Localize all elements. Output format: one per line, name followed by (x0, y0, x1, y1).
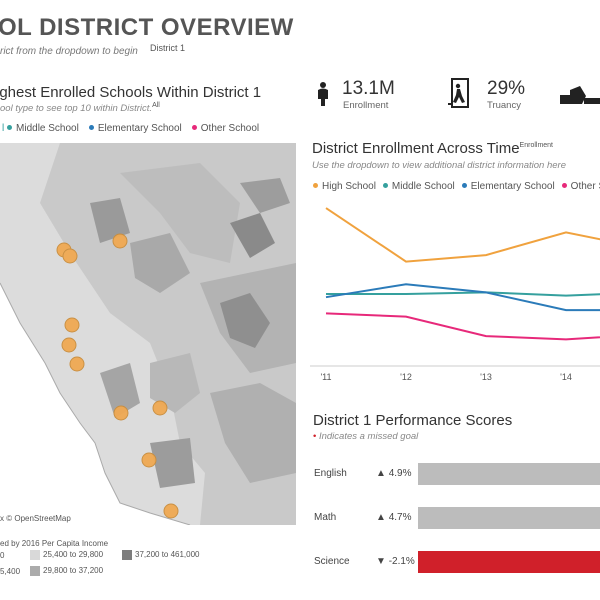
x-tick-label: '14 (560, 372, 572, 382)
income-bin: 29,800 to 37,200 (30, 566, 103, 576)
performance-row-english[interactable]: English ▲ 4.9% (314, 463, 600, 485)
dot-icon (191, 125, 197, 131)
swatch (30, 566, 40, 576)
school-marker[interactable] (69, 356, 85, 372)
x-tick-label: '11 (320, 372, 331, 382)
performance-row-science[interactable]: Science ▼ -2.1% (314, 551, 600, 573)
score-bar (418, 463, 600, 485)
subject-label: English (314, 468, 347, 479)
school-marker[interactable] (113, 405, 129, 421)
map-title: ighest Enrolled Schools Within District … (0, 84, 262, 101)
school-marker[interactable] (62, 248, 78, 264)
legend-elementary-school[interactable]: Elementary School (88, 123, 182, 134)
line-chart-subtitle: Use the dropdown to view additional dist… (312, 160, 566, 171)
delta-value: 4.7% (388, 512, 412, 523)
missed-goal-marker: • (313, 431, 317, 442)
line-chart-legend: High School Middle School Elementary Schoo… (313, 181, 600, 192)
legend-other-school[interactable]: Other School (191, 123, 260, 134)
down-arrow-icon: ▼ (376, 556, 386, 567)
x-tick-label: '13 (480, 372, 492, 382)
swatch (122, 550, 132, 560)
legend-label: Elementary School (470, 181, 555, 192)
income-bin-label: 25,400 to 29,800 (43, 550, 104, 560)
subject-label: Math (314, 512, 337, 523)
series-line-elementary-school[interactable] (325, 283, 600, 312)
legend-label: Middle School (391, 181, 455, 192)
income-bin-label: 29,800 to 37,200 (43, 566, 104, 576)
score-bar (418, 507, 600, 529)
dot-icon (461, 183, 467, 189)
income-bin: 37,200 to 461,000 (122, 550, 200, 560)
up-arrow-icon: ▲ (376, 468, 386, 479)
dot-icon (382, 183, 388, 189)
legend-elementary-school[interactable]: Elementary School (461, 181, 555, 192)
school-marker[interactable] (64, 317, 80, 333)
legend-high-school[interactable]: High School (313, 181, 376, 192)
income-bin: 5,400 (0, 567, 20, 576)
truancy-value: 29% (487, 78, 526, 99)
legend-label: High School (322, 181, 376, 192)
income-bin-label: 5,400 (0, 567, 21, 576)
school-marker[interactable] (152, 400, 168, 416)
person-icon (318, 82, 328, 106)
series-line-middle-school[interactable] (326, 291, 600, 297)
x-tick-label: '12 (400, 372, 412, 382)
legend-other-school[interactable]: Other School (561, 181, 600, 192)
income-bin-label: 0 (0, 551, 5, 560)
line-chart-title: District Enrollment Across TimeEnrollmen… (312, 140, 553, 157)
school-type-filter[interactable]: All (152, 102, 160, 109)
legend-label: Other School (200, 123, 260, 134)
income-bin: 0 (0, 551, 4, 560)
delta: ▲ 4.9% (376, 468, 411, 479)
legend-label: Middle School (16, 123, 79, 134)
dot-icon (561, 183, 567, 189)
delta-value: 4.9% (388, 468, 412, 479)
school-marker[interactable] (112, 233, 128, 249)
backpack-icon (560, 86, 600, 104)
legend-middle-school[interactable]: Middle School (382, 181, 455, 192)
subject-label: Science (314, 556, 350, 567)
map-subtitle-text: ool type to see top 10 within District. (0, 103, 153, 115)
district-map[interactable] (0, 143, 296, 525)
enrollment-line-chart[interactable]: '11'12'13'14'15 (310, 196, 600, 386)
legend-label: Elementary School (97, 123, 182, 134)
delta: ▲ 4.7% (376, 512, 411, 523)
performance-title: District 1 Performance Scores (313, 412, 513, 429)
page-title: OL DISTRICT OVERVIEW (0, 14, 294, 41)
series-line-other-school[interactable] (325, 312, 600, 341)
legend-label: Other School (570, 181, 600, 192)
page-subtitle: rict from the dropdown to begin (0, 46, 138, 57)
delta: ▼ -2.1% (376, 556, 415, 567)
delta-value: -2.1% (388, 556, 415, 567)
performance-note: • Indicates a missed goal (313, 431, 418, 442)
truancy-label: Truancy (487, 100, 521, 111)
income-bin-label: 37,200 to 461,000 (135, 550, 200, 560)
legend-middle-school[interactable]: Middle School (7, 123, 79, 134)
income-legend-title: ed by 2016 Per Capita Income (0, 539, 109, 548)
district-dropdown[interactable]: District 1 (150, 43, 186, 53)
income-bin: 25,400 to 29,800 (30, 550, 103, 560)
school-marker[interactable] (61, 337, 77, 353)
up-arrow-icon: ▲ (376, 512, 386, 523)
performance-row-math[interactable]: Math ▲ 4.7% (314, 507, 600, 529)
dot-icon (7, 125, 13, 131)
school-marker[interactable] (163, 503, 179, 519)
map-attribution[interactable]: x © OpenStreetMap (0, 514, 71, 523)
measure-selector[interactable]: Enrollment (519, 142, 554, 149)
score-bar (418, 551, 600, 573)
map-legend: l Middle School Elementary School Other Sc… (2, 123, 260, 134)
series-line-high-school[interactable] (325, 207, 600, 263)
school-marker[interactable] (141, 452, 157, 468)
dot-icon (88, 125, 94, 131)
enrollment-label: Enrollment (343, 100, 389, 111)
swatch (30, 550, 40, 560)
map-subtitle: ool type to see top 10 within District.A… (0, 102, 160, 114)
exit-door-icon (448, 78, 469, 108)
performance-note-text: Indicates a missed goal (318, 431, 419, 442)
dot-icon (313, 183, 318, 189)
enrollment-value: 13.1M (342, 78, 395, 99)
line-chart-title-text: District Enrollment Across Time (312, 140, 520, 157)
